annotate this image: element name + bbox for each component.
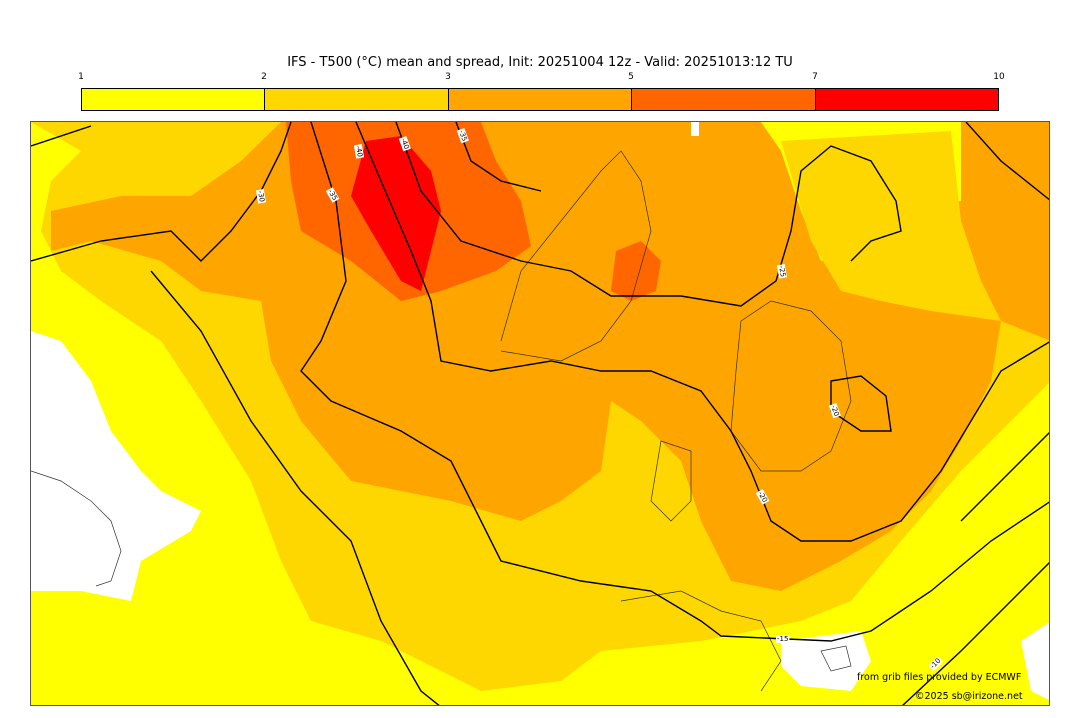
chart-title: IFS - T500 (°C) mean and spread, Init: 2… xyxy=(287,55,793,70)
isotherm-m20 xyxy=(355,122,1049,542)
no-data-area xyxy=(1021,622,1049,700)
contour-label-bg xyxy=(353,143,365,159)
contour-label: -30 xyxy=(256,190,266,203)
contour-labels: -30 -35 -40 -40 -35 -25 -20 -20 -15 -10 xyxy=(255,128,944,672)
spread-map: -30 -35 -40 -40 -35 -25 -20 -20 -15 -10 xyxy=(31,122,1049,705)
colorbar xyxy=(81,88,999,111)
coastline xyxy=(31,470,122,587)
colorbar-tick: 1 xyxy=(78,72,84,82)
isotherm xyxy=(960,432,1049,522)
colorbar-tick: 5 xyxy=(628,72,634,82)
contour-label-bg xyxy=(398,136,411,152)
contour-label-bg xyxy=(776,263,788,279)
coastline-iberia-med xyxy=(620,590,782,692)
colorbar-tick: 10 xyxy=(993,72,1005,82)
contour-label-bg xyxy=(325,187,340,203)
isotherm-m10 xyxy=(902,562,1049,705)
coastline-scandinavia xyxy=(730,300,852,472)
coastline-sicily xyxy=(820,645,852,672)
contour-label-bg xyxy=(776,635,790,643)
coastline-greenland xyxy=(500,150,652,362)
contour-label-bg xyxy=(456,128,469,144)
spread-band-7-10 xyxy=(351,136,441,291)
copyright-credit: ©2025 sb@irizone.net xyxy=(915,691,1023,702)
isotherm-m25 xyxy=(395,122,902,307)
colorbar-tick: 3 xyxy=(445,72,451,82)
contour-label: -20 xyxy=(829,404,840,417)
contour-label: -40 xyxy=(354,145,364,158)
contour-label: -35 xyxy=(457,129,468,142)
isotherm xyxy=(150,270,440,705)
contour-label-bg xyxy=(828,403,841,419)
spread-band-3-5 xyxy=(961,122,1049,231)
contour-label: -15 xyxy=(777,635,788,643)
isotherm-m15 xyxy=(300,122,1049,642)
contour-label-bg xyxy=(255,188,267,204)
contour-label: -25 xyxy=(777,265,787,278)
colorbar-segment xyxy=(265,89,449,110)
coastlines xyxy=(31,150,852,692)
no-data-area xyxy=(31,331,201,601)
colorbar-tick: 2 xyxy=(261,72,267,82)
map-panel: -30 -35 -40 -40 -35 -25 -20 -20 -15 -10 xyxy=(30,121,1050,706)
contour-label-bg xyxy=(755,489,770,505)
isotherm xyxy=(31,122,292,262)
spread-band-2-3 xyxy=(781,131,1001,321)
isotherms xyxy=(31,122,1049,705)
spread-band-3-5 xyxy=(51,122,1049,591)
colorbar-segment xyxy=(82,89,266,110)
colorbar-segment xyxy=(448,89,633,110)
source-credit: from grib files provided by ECMWF xyxy=(857,672,1022,683)
no-data-area xyxy=(691,122,699,136)
isotherm xyxy=(965,122,1049,201)
colorbar-tick: 7 xyxy=(812,72,818,82)
coastline-british-isles xyxy=(650,440,692,522)
colorbar-segment xyxy=(815,89,999,110)
contour-label: -40 xyxy=(399,137,410,150)
spread-band-5-7 xyxy=(611,241,661,301)
contour-label-bg xyxy=(928,655,944,672)
isotherm xyxy=(31,125,92,147)
colorbar-segment xyxy=(632,89,816,110)
